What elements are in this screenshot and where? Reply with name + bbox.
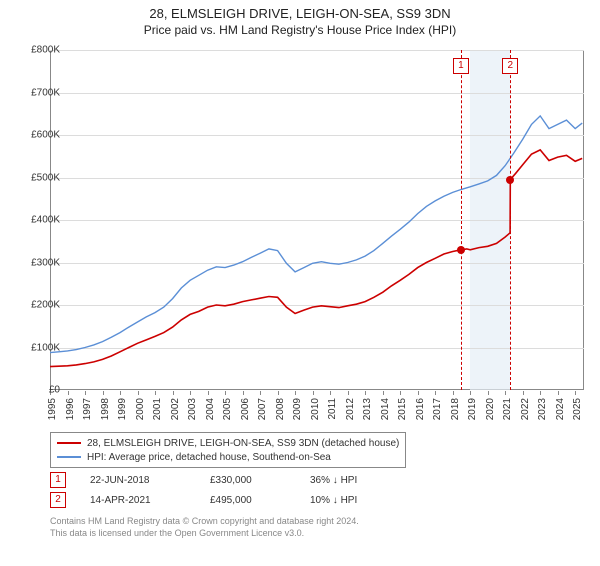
annotation-dot (506, 176, 514, 184)
y-tick-label: £0 (49, 385, 60, 396)
x-tick-label: 1999 (117, 398, 128, 420)
x-tick-label: 2008 (275, 398, 286, 420)
chart-subtitle: Price paid vs. HM Land Registry's House … (0, 23, 600, 37)
x-tick-label: 2018 (450, 398, 461, 420)
x-tick-label: 1997 (82, 398, 93, 420)
x-tick-label: 2004 (205, 398, 216, 420)
x-tick-label: 1996 (65, 398, 76, 420)
series-price_paid (50, 150, 582, 367)
footer-line: This data is licensed under the Open Gov… (50, 528, 359, 540)
legend-swatch (57, 456, 81, 458)
event-row: 1 22-JUN-2018 £330,000 36% ↓ HPI (50, 470, 430, 490)
footer-line: Contains HM Land Registry data © Crown c… (50, 516, 359, 528)
x-tick-label: 2019 (467, 398, 478, 420)
chart-title: 28, ELMSLEIGH DRIVE, LEIGH-ON-SEA, SS9 3… (0, 6, 600, 21)
legend-label: HPI: Average price, detached house, Sout… (87, 452, 331, 463)
x-tick-label: 2012 (345, 398, 356, 420)
x-tick-label: 2010 (310, 398, 321, 420)
y-tick-label: £600K (31, 130, 60, 141)
x-tick-label: 2016 (415, 398, 426, 420)
y-tick-label: £300K (31, 257, 60, 268)
event-marker-icon: 1 (50, 472, 66, 488)
annotation-dot (457, 246, 465, 254)
event-date: 14-APR-2021 (90, 495, 210, 506)
x-tick-label: 2005 (222, 398, 233, 420)
x-tick-label: 2000 (135, 398, 146, 420)
x-tick-label: 2007 (257, 398, 268, 420)
x-tick-label: 2006 (240, 398, 251, 420)
y-tick-label: £800K (31, 45, 60, 56)
x-tick-label: 2017 (432, 398, 443, 420)
x-tick-label: 2025 (572, 398, 583, 420)
x-tick-label: 2021 (502, 398, 513, 420)
x-tick-label: 2020 (485, 398, 496, 420)
event-marker-icon: 2 (50, 492, 66, 508)
events-table: 1 22-JUN-2018 £330,000 36% ↓ HPI 2 14-AP… (50, 470, 430, 510)
x-tick-label: 2002 (170, 398, 181, 420)
y-tick-label: £100K (31, 342, 60, 353)
x-tick-label: 1995 (47, 398, 58, 420)
event-price: £495,000 (210, 495, 310, 506)
y-tick-label: £200K (31, 300, 60, 311)
x-tick-label: 2001 (152, 398, 163, 420)
legend-item: 28, ELMSLEIGH DRIVE, LEIGH-ON-SEA, SS9 3… (57, 436, 399, 450)
event-diff: 36% ↓ HPI (310, 475, 430, 486)
event-price: £330,000 (210, 475, 310, 486)
chart-plot-area: 12 (50, 50, 584, 390)
y-tick-label: £700K (31, 87, 60, 98)
x-tick-label: 2023 (537, 398, 548, 420)
legend: 28, ELMSLEIGH DRIVE, LEIGH-ON-SEA, SS9 3… (50, 432, 406, 468)
event-row: 2 14-APR-2021 £495,000 10% ↓ HPI (50, 490, 430, 510)
chart-container: 28, ELMSLEIGH DRIVE, LEIGH-ON-SEA, SS9 3… (0, 6, 600, 566)
legend-swatch (57, 442, 81, 444)
x-tick-label: 1998 (100, 398, 111, 420)
y-tick-label: £400K (31, 215, 60, 226)
x-tick-label: 2014 (380, 398, 391, 420)
x-tick-label: 2009 (292, 398, 303, 420)
legend-label: 28, ELMSLEIGH DRIVE, LEIGH-ON-SEA, SS9 3… (87, 438, 399, 449)
legend-item: HPI: Average price, detached house, Sout… (57, 450, 399, 464)
series-hpi (50, 116, 582, 353)
x-tick-label: 2015 (397, 398, 408, 420)
annotation-box: 2 (502, 58, 518, 74)
x-tick-label: 2022 (520, 398, 531, 420)
annotation-box: 1 (453, 58, 469, 74)
footer-attribution: Contains HM Land Registry data © Crown c… (50, 516, 359, 539)
x-tick-label: 2011 (327, 398, 338, 420)
y-tick-label: £500K (31, 172, 60, 183)
x-tick-label: 2003 (187, 398, 198, 420)
event-diff: 10% ↓ HPI (310, 495, 430, 506)
event-date: 22-JUN-2018 (90, 475, 210, 486)
line-series-svg (50, 50, 584, 390)
x-tick-label: 2013 (362, 398, 373, 420)
x-tick-label: 2024 (555, 398, 566, 420)
